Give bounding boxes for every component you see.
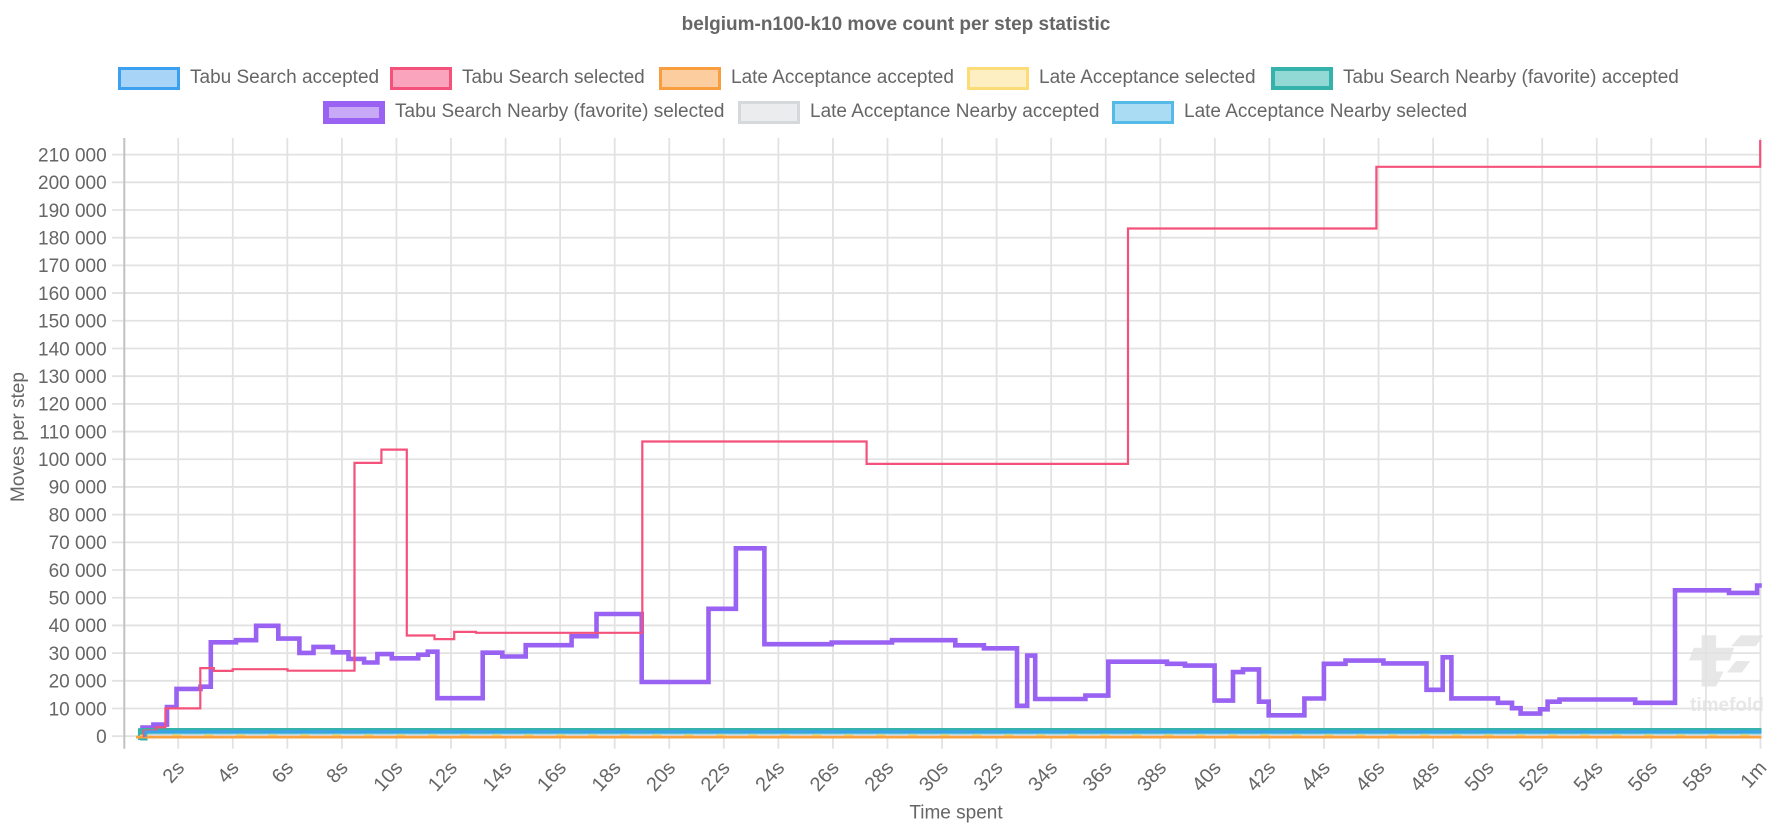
svg-text:10 000: 10 000: [49, 699, 107, 720]
svg-text:50 000: 50 000: [49, 589, 107, 610]
svg-text:150 000: 150 000: [38, 312, 107, 333]
svg-text:28s: 28s: [860, 757, 898, 796]
svg-text:120 000: 120 000: [38, 395, 107, 416]
svg-text:190 000: 190 000: [38, 201, 107, 222]
svg-text:170 000: 170 000: [38, 256, 107, 277]
svg-text:36s: 36s: [1079, 757, 1117, 796]
svg-text:40 000: 40 000: [49, 616, 107, 637]
svg-text:50s: 50s: [1461, 757, 1499, 796]
svg-text:4s: 4s: [213, 757, 243, 787]
svg-text:2s: 2s: [159, 757, 189, 787]
svg-text:48s: 48s: [1406, 757, 1444, 796]
svg-text:Moves per step: Moves per step: [8, 372, 29, 502]
svg-text:18s: 18s: [588, 757, 626, 796]
svg-text:160 000: 160 000: [38, 284, 107, 305]
svg-text:100 000: 100 000: [38, 450, 107, 471]
svg-text:130 000: 130 000: [38, 367, 107, 388]
svg-text:20 000: 20 000: [49, 672, 107, 693]
svg-text:16s: 16s: [533, 757, 571, 796]
svg-text:14s: 14s: [479, 757, 517, 796]
svg-text:90 000: 90 000: [49, 478, 107, 499]
svg-text:0: 0: [96, 727, 107, 748]
svg-text:56s: 56s: [1624, 757, 1662, 796]
svg-text:24s: 24s: [751, 757, 789, 796]
svg-text:200 000: 200 000: [38, 173, 107, 194]
svg-text:30 000: 30 000: [49, 644, 107, 665]
svg-text:210 000: 210 000: [38, 145, 107, 166]
svg-text:1m: 1m: [1736, 757, 1771, 792]
svg-text:10s: 10s: [369, 757, 407, 796]
svg-text:timefold: timefold: [1690, 695, 1764, 716]
svg-text:60 000: 60 000: [49, 561, 107, 582]
svg-text:44s: 44s: [1297, 757, 1335, 796]
svg-text:32s: 32s: [970, 757, 1008, 796]
svg-text:Time spent: Time spent: [909, 803, 1003, 824]
svg-text:6s: 6s: [268, 757, 298, 787]
svg-text:42s: 42s: [1242, 757, 1280, 796]
svg-text:110 000: 110 000: [39, 422, 106, 443]
svg-text:140 000: 140 000: [38, 339, 107, 360]
svg-text:180 000: 180 000: [38, 229, 107, 250]
svg-text:20s: 20s: [642, 757, 680, 796]
svg-text:30s: 30s: [915, 757, 953, 796]
svg-text:12s: 12s: [424, 757, 462, 796]
svg-text:22s: 22s: [697, 757, 735, 796]
svg-text:70 000: 70 000: [49, 533, 107, 554]
svg-text:40s: 40s: [1188, 757, 1226, 796]
svg-text:34s: 34s: [1024, 757, 1062, 796]
svg-text:26s: 26s: [806, 757, 844, 796]
svg-text:58s: 58s: [1679, 757, 1717, 796]
svg-text:54s: 54s: [1570, 757, 1608, 796]
svg-text:46s: 46s: [1351, 757, 1389, 796]
svg-text:52s: 52s: [1515, 757, 1553, 796]
svg-text:38s: 38s: [1133, 757, 1171, 796]
svg-text:8s: 8s: [322, 757, 352, 787]
svg-text:80 000: 80 000: [49, 505, 107, 526]
